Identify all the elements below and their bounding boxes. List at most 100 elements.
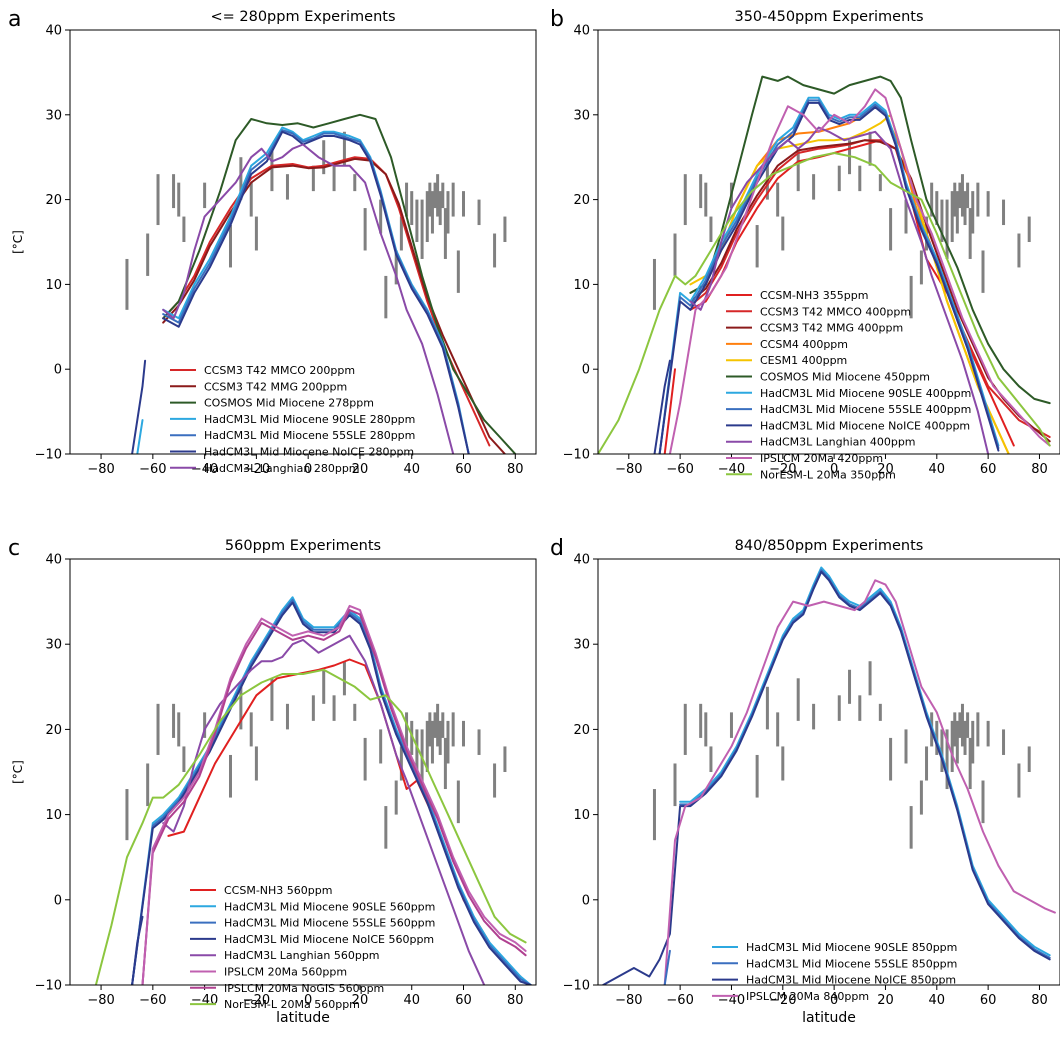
legend-label: HadCM3L Mid Miocene 90SLE 280ppm	[204, 413, 415, 426]
x-tick-label: 60	[980, 462, 997, 477]
legend-item: IPSLCM 20Ma 420ppm	[726, 452, 883, 465]
legend-label: NorESM-L 20Ma 560ppm	[224, 998, 360, 1011]
y-tick-label: −10	[35, 448, 62, 463]
series-line	[679, 569, 1051, 959]
legend-item: CCSM3 T42 MMCO 400ppm	[726, 305, 911, 318]
legend-item: CCSM3 T42 MMCO 200ppm	[170, 364, 355, 377]
y-tick-label: 30	[573, 108, 590, 123]
legend-item: HadCM3L Mid Miocene 90SLE 280ppm	[170, 413, 415, 426]
legend-label: HadCM3L Mid Miocene 55SLE 400ppm	[760, 403, 971, 416]
y-tick-label: 30	[45, 108, 62, 123]
legend-label: CCSM3 T42 MMG 400ppm	[760, 322, 903, 335]
y-tick-label: 10	[573, 808, 590, 823]
legend-item: HadCM3L Langhian 280ppm	[170, 462, 360, 475]
legend-label: IPSLCM 20Ma 840ppm	[746, 990, 869, 1003]
legend-item: CCSM-NH3 355ppm	[726, 289, 868, 302]
plot-area	[598, 75, 1051, 454]
series-line	[679, 566, 1051, 957]
x-tick-label: 80	[1031, 462, 1048, 477]
legend-label: IPSLCM 20Ma 560ppm	[224, 966, 347, 979]
legend-item: COSMOS Mid Miocene 278ppm	[170, 397, 374, 410]
x-tick-label: 40	[929, 993, 946, 1008]
series-line	[141, 847, 154, 985]
x-tick-label: 20	[352, 993, 369, 1008]
y-tick-label: 40	[45, 24, 62, 39]
y-tick-label: 40	[45, 553, 62, 568]
legend-item: HadCM3L Mid Miocene 90SLE 850ppm	[712, 941, 957, 954]
y-tick-label: 30	[45, 638, 62, 653]
x-tick-label: −20	[243, 462, 270, 477]
series-line	[689, 139, 1051, 438]
legend-label: HadCM3L Langhian 400ppm	[760, 436, 916, 449]
y-tick-label: 20	[573, 723, 590, 738]
legend-label: CCSM-NH3 355ppm	[760, 289, 868, 302]
series-line	[689, 75, 1051, 405]
panel-title: <= 280ppm Experiments	[210, 9, 395, 25]
legend-item: NorESM-L 20Ma 350ppm	[726, 468, 896, 481]
x-tick-label: 60	[455, 462, 472, 477]
legend-label: HadCM3L Mid Miocene 55SLE 850ppm	[746, 957, 957, 970]
x-tick-label: −80	[87, 462, 114, 477]
panel-b: −80 −60 −40 −20 0 20 40 60 80 −10 0 10 20 30 40 350-450…	[550, 7, 1060, 481]
legend-label: HadCM3L Mid Miocene NoICE 850ppm	[746, 974, 956, 987]
series-line	[689, 126, 990, 454]
legend-label: COSMOS Mid Miocene 450ppm	[760, 371, 930, 384]
legend-label: HadCM3L Mid Miocene NoICE 400ppm	[760, 419, 970, 432]
x-tick-label: 0	[304, 462, 312, 477]
x-tick-label: −40	[191, 993, 218, 1008]
panel-label: d	[550, 536, 564, 561]
y-tick-label: 30	[573, 638, 590, 653]
legend: CCSM-NH3 355ppm CCSM3 T42 MMCO 400ppm CCSM…	[726, 289, 971, 481]
panel-label: a	[8, 7, 21, 32]
panel-title: 840/850ppm Experiments	[735, 538, 924, 554]
y-tick-label: −10	[35, 979, 62, 994]
legend-item: CCSM3 T42 MMG 200ppm	[170, 380, 347, 393]
series-line	[141, 604, 527, 985]
x-tick-label: 0	[304, 993, 312, 1008]
legend: CCSM3 T42 MMCO 200ppm CCSM3 T42 MMG 200pp…	[170, 364, 415, 475]
legend-item: HadCM3L Mid Miocene NoICE 850ppm	[712, 974, 956, 987]
series-line	[141, 609, 527, 985]
legend-item: CESM1 400ppm	[726, 354, 847, 367]
x-tick-label: −20	[769, 993, 796, 1008]
axes-frame	[597, 558, 1060, 986]
axes-frame	[69, 29, 537, 455]
panel-d: −80 −60 −40 −20 0 20 40 60 80−10010203040840/850…	[550, 536, 1060, 1026]
x-tick-label: −60	[139, 993, 166, 1008]
y-tick-label: 20	[573, 193, 590, 208]
panel-title: 350-450ppm Experiments	[734, 9, 923, 25]
y-tick-label: 0	[54, 893, 62, 908]
proxy-bars	[125, 661, 507, 849]
y-tick-label: 20	[45, 723, 62, 738]
x-tick-label: −60	[666, 993, 693, 1008]
legend-item: HadCM3L Mid Miocene 90SLE 560ppm	[190, 900, 435, 913]
legend-label: COSMOS Mid Miocene 278ppm	[204, 397, 374, 410]
y-tick-label: −10	[563, 448, 590, 463]
legend-label: CCSM-NH3 560ppm	[224, 884, 332, 897]
legend-item: HadCM3L Mid Miocene 90SLE 400ppm	[726, 387, 971, 400]
proxy-bars	[125, 131, 507, 319]
legend-item: HadCM3L Langhian 400ppm	[726, 436, 916, 449]
x-tick-label: 40	[403, 462, 420, 477]
legend-item: HadCM3L Mid Miocene 55SLE 560ppm	[190, 917, 435, 930]
proxy-bars	[652, 661, 1031, 849]
x-axis-label: latitude	[802, 1010, 856, 1026]
x-tick-label: 40	[403, 993, 420, 1008]
legend-label: HadCM3L Mid Miocene 55SLE 280ppm	[204, 429, 415, 442]
x-tick-label: 0	[830, 993, 838, 1008]
legend-item: IPSLCM 20Ma 840ppm	[712, 990, 869, 1003]
x-tick-label: 80	[1031, 993, 1048, 1008]
series-line	[131, 359, 147, 454]
legend-label: CESM1 400ppm	[760, 354, 847, 367]
y-tick-label: 20	[45, 193, 62, 208]
x-tick-label: 20	[877, 462, 894, 477]
y-tick-label: 40	[573, 24, 590, 39]
x-tick-label: 80	[507, 462, 524, 477]
legend-label: CCSM3 T42 MMCO 200ppm	[204, 364, 355, 377]
legend-label: IPSLCM 20Ma 420ppm	[760, 452, 883, 465]
legend-label: NorESM-L 20Ma 350ppm	[760, 468, 896, 481]
legend-label: HadCM3L Mid Miocene NoICE 560ppm	[224, 933, 434, 946]
legend-label: HadCM3L Langhian 280ppm	[204, 462, 360, 475]
y-tick-label: 0	[582, 893, 590, 908]
